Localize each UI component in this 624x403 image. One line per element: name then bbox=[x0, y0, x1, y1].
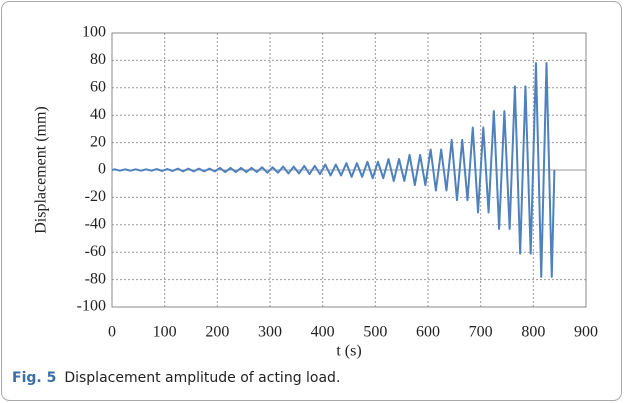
y-tick-label: -60 bbox=[85, 243, 106, 260]
y-tick-label: -40 bbox=[85, 215, 106, 232]
x-axis-label: t (s) bbox=[336, 343, 361, 360]
data-line bbox=[111, 62, 556, 278]
x-tick-label: 300 bbox=[258, 324, 282, 341]
y-tick-label: -100 bbox=[77, 298, 106, 315]
y-tick-label: -20 bbox=[85, 188, 106, 205]
x-tick-label: 800 bbox=[521, 324, 545, 341]
x-tick-label: 200 bbox=[205, 324, 229, 341]
caption-label: Fig. 5 bbox=[12, 370, 56, 386]
y-tick-label: 40 bbox=[90, 106, 106, 123]
caption: Fig. 5 Displacement amplitude of acting l… bbox=[12, 370, 340, 386]
y-tick-label: 20 bbox=[90, 133, 106, 150]
x-tick-label: 900 bbox=[574, 324, 598, 341]
y-tick-label: 0 bbox=[98, 161, 106, 178]
y-tick-label: 100 bbox=[82, 24, 106, 41]
caption-text: Displacement amplitude of acting load. bbox=[64, 370, 340, 386]
y-tick-label: 80 bbox=[90, 51, 106, 68]
y-axis-label: Displacement (mm) bbox=[33, 106, 50, 234]
y-tick-label: 60 bbox=[90, 78, 106, 95]
x-tick-label: 100 bbox=[153, 324, 177, 341]
x-tick-label: 600 bbox=[416, 324, 440, 341]
x-tick-label: 400 bbox=[311, 324, 335, 341]
y-tick-label: -80 bbox=[85, 270, 106, 287]
x-tick-label: 0 bbox=[108, 324, 116, 341]
x-tick-label: 500 bbox=[363, 324, 387, 341]
x-tick-label: 700 bbox=[469, 324, 493, 341]
